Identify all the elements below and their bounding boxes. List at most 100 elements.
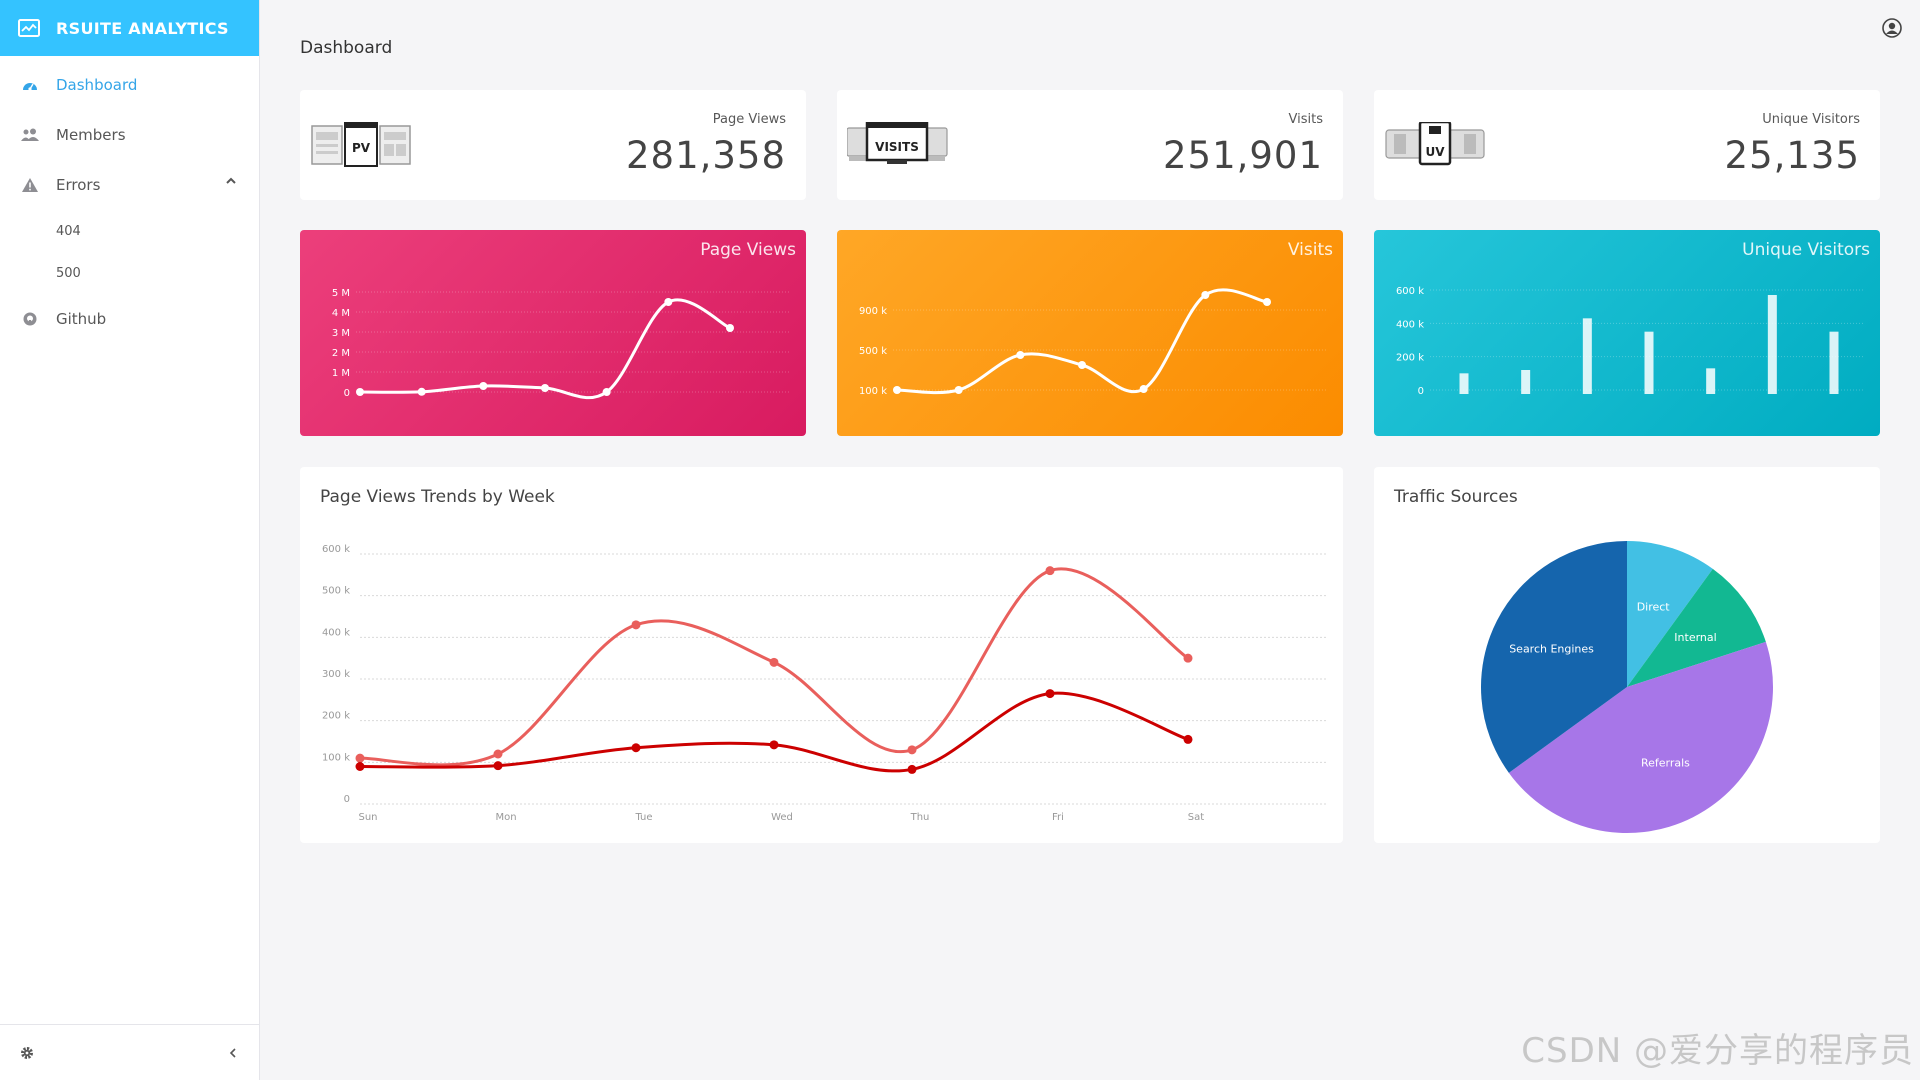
sidebar: RSUITE ANALYTICS Dashboard Members Error… <box>0 0 260 1080</box>
visits-mini-chart: 900 k 500 k 100 k <box>859 288 1327 397</box>
chart-title: Page Views <box>700 240 796 260</box>
collapse-chevron-icon[interactable] <box>229 1047 237 1059</box>
y-tick-label: 4 M <box>332 308 350 319</box>
data-point <box>1016 351 1025 359</box>
data-point <box>602 388 611 396</box>
y-tick-label: 3 M <box>332 328 350 339</box>
x-tick-label: Thu <box>910 812 930 823</box>
slice-label: Search Engines <box>1509 643 1594 656</box>
chart-card-page-views: 5 M 4 M 3 M 2 M 1 M 0 Page Views <box>300 230 806 436</box>
bar <box>1521 370 1531 394</box>
data-point <box>1183 653 1193 663</box>
data-point <box>664 298 673 306</box>
traffic-panel: Traffic Sources Direct Internal Referrals S… <box>1374 467 1880 843</box>
pie-slice <box>1627 541 1713 687</box>
uv-badge: UV <box>1425 145 1445 159</box>
data-point <box>1078 361 1086 369</box>
stat-label: Visits <box>1288 112 1323 127</box>
visits-illustration-icon: VISITS <box>847 122 948 164</box>
data-point <box>479 382 488 390</box>
data-point <box>954 386 963 394</box>
pv-illustration-icon: PV <box>311 122 411 167</box>
y-tick-label: 0 <box>344 794 350 805</box>
data-point <box>769 657 779 667</box>
stat-value: 251,901 <box>1162 134 1323 177</box>
visits-badge: VISITS <box>875 140 919 154</box>
series-line <box>359 298 731 400</box>
stat-label: Unique Visitors <box>1762 112 1860 127</box>
data-point <box>1045 689 1055 699</box>
data-point <box>356 388 364 396</box>
y-tick-label: 2 M <box>332 348 350 359</box>
bar <box>1644 331 1654 394</box>
github-icon <box>20 309 40 329</box>
user-avatar-icon[interactable] <box>1882 18 1902 38</box>
y-tick-label: 600 k <box>322 544 350 555</box>
analytics-logo-icon <box>18 19 40 37</box>
data-point <box>1139 385 1148 393</box>
data-point <box>493 761 503 771</box>
stat-card-visits: VISITS Visits 251,901 <box>837 90 1343 200</box>
sidebar-item-label: Github <box>56 310 107 328</box>
slice-label: Referrals <box>1641 756 1690 769</box>
x-tick-label: Wed <box>771 812 793 823</box>
bar <box>1459 373 1469 394</box>
brand-header[interactable]: RSUITE ANALYTICS <box>0 0 259 56</box>
stat-value: 281,358 <box>625 134 786 177</box>
sidebar-item-dashboard[interactable]: Dashboard <box>0 60 259 110</box>
y-tick-label: 400 k <box>1396 319 1424 330</box>
bar <box>1767 295 1777 394</box>
gear-icon[interactable] <box>20 1046 34 1060</box>
page-title: Dashboard <box>300 38 393 58</box>
y-tick-label: 200 k <box>1396 353 1424 364</box>
pie-slice <box>1481 541 1627 773</box>
x-tick-label: Sat <box>1188 812 1204 823</box>
x-tick-label: Fri <box>1052 812 1064 823</box>
bar <box>1582 318 1592 394</box>
data-point <box>1263 298 1271 306</box>
page-views-mini-chart: 5 M 4 M 3 M 2 M 1 M 0 <box>332 288 790 400</box>
data-point <box>355 753 365 763</box>
stat-label: Page Views <box>712 112 786 127</box>
watermark: CSDN @爱分享的程序员 <box>1521 1031 1914 1071</box>
slice-label: Direct <box>1637 600 1671 613</box>
slice-label: Internal <box>1674 631 1716 644</box>
sidebar-subitem-500[interactable]: 500 <box>0 252 259 294</box>
series-line <box>359 567 1189 767</box>
y-tick-label: 900 k <box>859 306 887 317</box>
page-views-trend-chart: 600 k 500 k 400 k 300 k 200 k 100 k 0 Sun Mon Tue… <box>322 544 1328 823</box>
data-point <box>631 620 641 630</box>
data-point <box>907 764 917 774</box>
uv-illustration-icon: UV <box>1385 122 1485 166</box>
data-point <box>769 740 779 750</box>
y-tick-label: 200 k <box>322 711 350 722</box>
members-icon <box>20 125 40 145</box>
sidebar-item-github[interactable]: Github <box>0 294 259 344</box>
y-tick-label: 1 M <box>332 368 350 379</box>
bar <box>1706 368 1716 394</box>
y-tick-label: 300 k <box>322 669 350 680</box>
trend-panel: Page Views Trends by Week 600 k 500 k 400 … <box>300 467 1343 843</box>
stat-card-unique-visitors: UV Unique Visitors 25,135 <box>1374 90 1880 200</box>
chevron-up-icon[interactable] <box>225 177 237 185</box>
chart-title: Unique Visitors <box>1742 240 1870 260</box>
data-point <box>893 386 901 394</box>
dashboard-icon <box>20 75 40 95</box>
x-tick-label: Sun <box>358 812 377 823</box>
data-point <box>1045 566 1055 576</box>
panel-title: Traffic Sources <box>1394 487 1518 507</box>
sidebar-item-members[interactable]: Members <box>0 110 259 160</box>
x-tick-label: Tue <box>634 812 652 823</box>
stat-value: 25,135 <box>1724 134 1860 177</box>
unique-visitors-mini-chart: 600 k 400 k 200 k 0 <box>1396 286 1864 397</box>
pie-slice <box>1508 641 1773 834</box>
bar <box>1829 331 1839 394</box>
pv-badge: PV <box>352 141 371 155</box>
panel-title: Page Views Trends by Week <box>320 487 555 507</box>
data-point <box>907 745 917 755</box>
sidebar-subitem-404[interactable]: 404 <box>0 210 259 252</box>
sidebar-item-errors[interactable]: Errors <box>0 160 259 210</box>
data-point <box>355 762 365 771</box>
traffic-sources-pie-chart: Direct Internal Referrals Search Engines <box>1481 541 1773 834</box>
y-tick-label: 0 <box>1418 386 1424 397</box>
